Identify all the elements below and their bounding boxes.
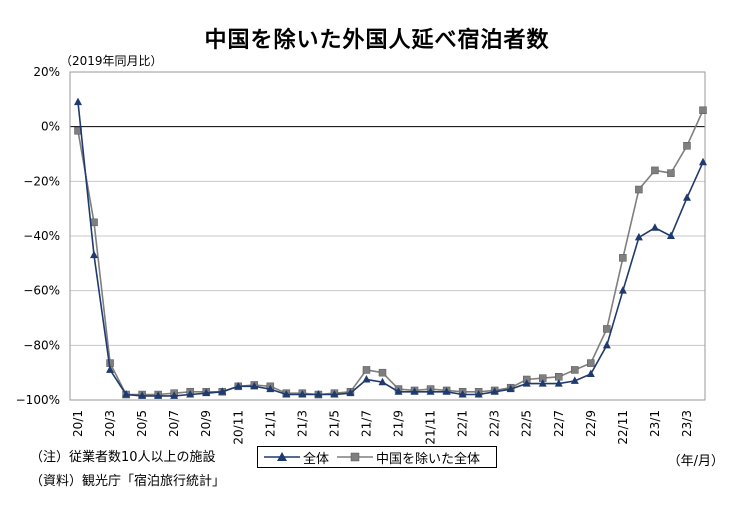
legend-label-all: 全体 xyxy=(303,451,330,467)
x-tick-label: 23/1 xyxy=(648,410,662,437)
data-point-all xyxy=(106,365,115,373)
legend: 全体 中国を除いた全体 xyxy=(257,446,497,468)
data-point-all xyxy=(122,390,131,398)
plot-area-border xyxy=(69,71,706,401)
data-point-all xyxy=(474,390,483,398)
data-point-all xyxy=(282,390,291,398)
series-line-ex-china xyxy=(77,109,704,396)
data-point-all xyxy=(699,157,707,166)
y-tick-label: −100% xyxy=(16,393,60,407)
data-point-all xyxy=(490,387,499,395)
data-point-all xyxy=(442,387,451,395)
data-point-ex-china xyxy=(651,166,659,175)
data-point-ex-china xyxy=(603,325,611,333)
legend-marker-triangle-icon xyxy=(264,452,300,461)
x-tick-label: 20/3 xyxy=(103,410,117,437)
x-tick-label: 22/5 xyxy=(520,410,534,437)
x-tick-label: 22/9 xyxy=(584,410,598,437)
data-point-all xyxy=(330,390,339,398)
data-point-all xyxy=(250,381,259,390)
data-point-all xyxy=(506,384,515,393)
source-text: （資料）観光庁「宿泊旅行統計」 xyxy=(30,474,226,489)
x-tick-label: 22/3 xyxy=(488,410,502,437)
y-axis-unit-label: （2019年同月比） xyxy=(60,54,163,68)
data-point-all xyxy=(618,286,627,294)
legend-label-ex-china: 中国を除いた全体 xyxy=(376,451,481,467)
data-point-all xyxy=(570,376,579,384)
y-tick-label: 20% xyxy=(33,65,60,79)
chart-title: 中国を除いた外国人延べ宿泊者数 xyxy=(204,28,550,53)
data-point-all xyxy=(266,384,275,393)
data-point-ex-china xyxy=(619,254,627,262)
data-point-all xyxy=(538,379,547,387)
data-point-all xyxy=(554,379,563,387)
data-point-all xyxy=(298,390,307,398)
series-line-all xyxy=(77,102,704,397)
x-tick-label: 20/1 xyxy=(71,410,85,437)
data-point-all xyxy=(186,390,195,398)
x-tick-label: 20/7 xyxy=(167,410,181,437)
x-tick-label: 21/5 xyxy=(327,410,341,437)
data-point-all xyxy=(394,387,403,395)
legend-item-ex-china: 中国を除いた全体 xyxy=(337,448,480,467)
x-tick-label: 22/11 xyxy=(616,410,630,445)
data-point-all xyxy=(202,388,211,397)
x-tick-label: 22/1 xyxy=(456,410,470,437)
axis-layer xyxy=(69,71,706,401)
x-tick-label: 20/11 xyxy=(231,410,245,445)
data-point-all xyxy=(458,390,467,398)
grid-layer xyxy=(70,71,705,401)
data-point-ex-china xyxy=(378,368,387,377)
legend-item-all: 全体 xyxy=(264,448,329,467)
x-tick-label: 21/3 xyxy=(295,410,309,437)
data-point-all xyxy=(362,375,371,383)
x-tick-label: 21/1 xyxy=(263,410,277,437)
y-tick-label: 0% xyxy=(41,120,60,134)
data-point-all xyxy=(522,379,531,387)
data-point-ex-china xyxy=(699,106,707,115)
data-point-all xyxy=(426,387,435,395)
note-text: （注）従業者数10人以上の施設 xyxy=(30,450,216,465)
data-point-all xyxy=(634,232,643,241)
data-point-all xyxy=(346,388,355,397)
x-tick-label: 21/7 xyxy=(359,410,373,437)
legend-marker-square-icon xyxy=(337,452,374,462)
x-tick-label: 21/9 xyxy=(392,410,406,437)
data-point-all xyxy=(234,381,243,390)
data-point-all xyxy=(138,391,147,399)
data-point-all xyxy=(586,369,595,378)
y-tick-label: −20% xyxy=(23,174,60,188)
label-layer: 20% 0% −20% −40% −60% −80% −100% 20/1 20/3 20/5 20… xyxy=(16,65,694,445)
data-point-all xyxy=(650,223,659,231)
y-tick-label: −60% xyxy=(23,284,60,298)
series-layer xyxy=(74,97,707,399)
data-point-all xyxy=(90,250,99,259)
x-tick-label: 22/7 xyxy=(552,410,566,437)
data-point-all xyxy=(74,97,82,106)
data-point-all xyxy=(170,391,179,399)
x-tick-label: 21/11 xyxy=(424,410,438,445)
x-tick-label: 23/3 xyxy=(680,410,694,437)
data-point-ex-china xyxy=(683,142,691,150)
data-point-all xyxy=(682,193,691,201)
data-point-all xyxy=(154,391,163,399)
y-tick-label: −40% xyxy=(23,229,60,243)
data-point-ex-china xyxy=(635,185,643,194)
x-tick-label: 20/9 xyxy=(199,410,213,437)
data-point-all xyxy=(218,387,227,395)
x-axis-unit-label: （年/月） xyxy=(667,454,724,469)
data-point-ex-china xyxy=(362,366,371,374)
data-point-all xyxy=(314,390,323,398)
data-point-all xyxy=(410,387,419,395)
data-point-ex-china xyxy=(587,359,595,367)
data-point-ex-china xyxy=(667,169,675,177)
data-point-all xyxy=(666,231,675,239)
data-point-ex-china xyxy=(571,366,579,374)
data-point-all xyxy=(378,377,387,386)
y-tick-label: −80% xyxy=(23,338,60,352)
x-tick-label: 20/5 xyxy=(135,410,149,437)
data-point-all xyxy=(602,340,611,349)
